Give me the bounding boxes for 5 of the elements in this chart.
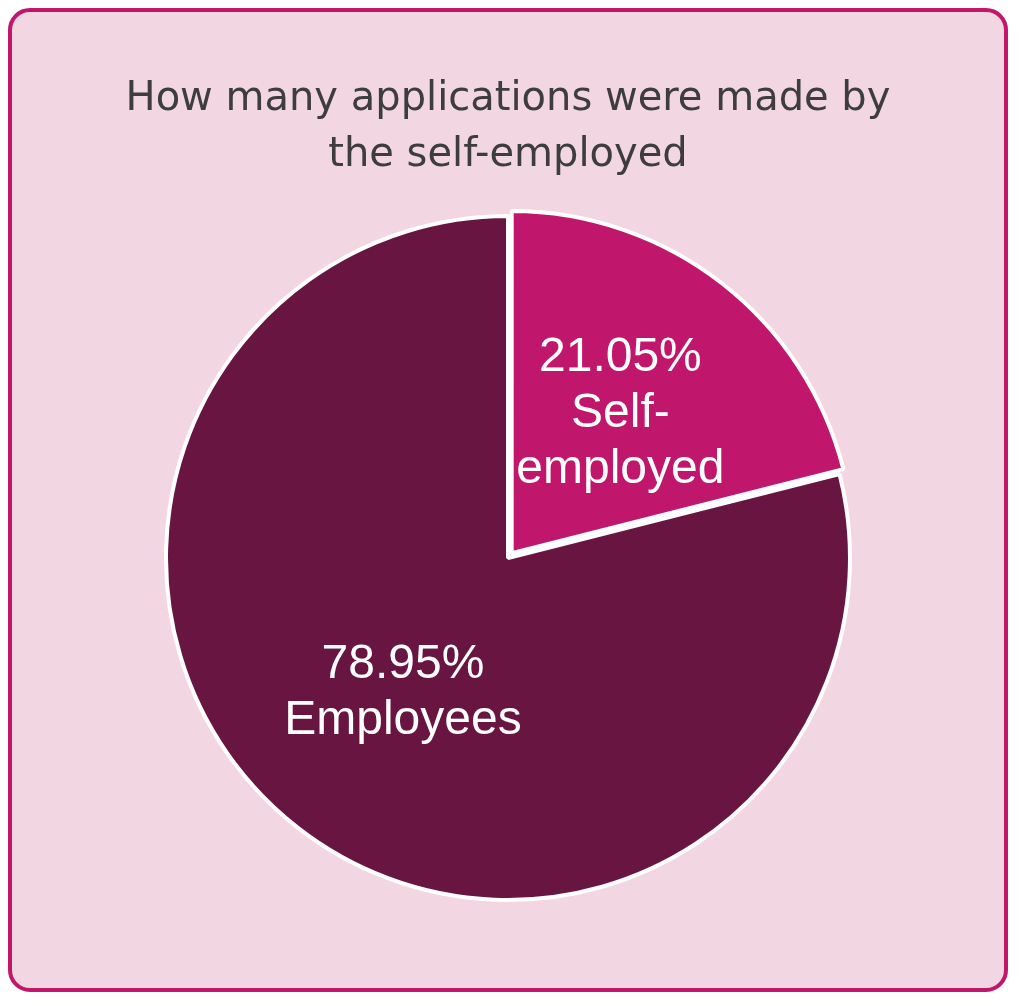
data-label: 78.95% xyxy=(321,635,485,689)
chart-title: How many applications were made by the self-employed xyxy=(124,72,892,177)
data-label: 21.05% xyxy=(538,327,702,381)
slice-label: Employees xyxy=(284,691,522,745)
slice-label: Self-employed xyxy=(516,383,725,493)
